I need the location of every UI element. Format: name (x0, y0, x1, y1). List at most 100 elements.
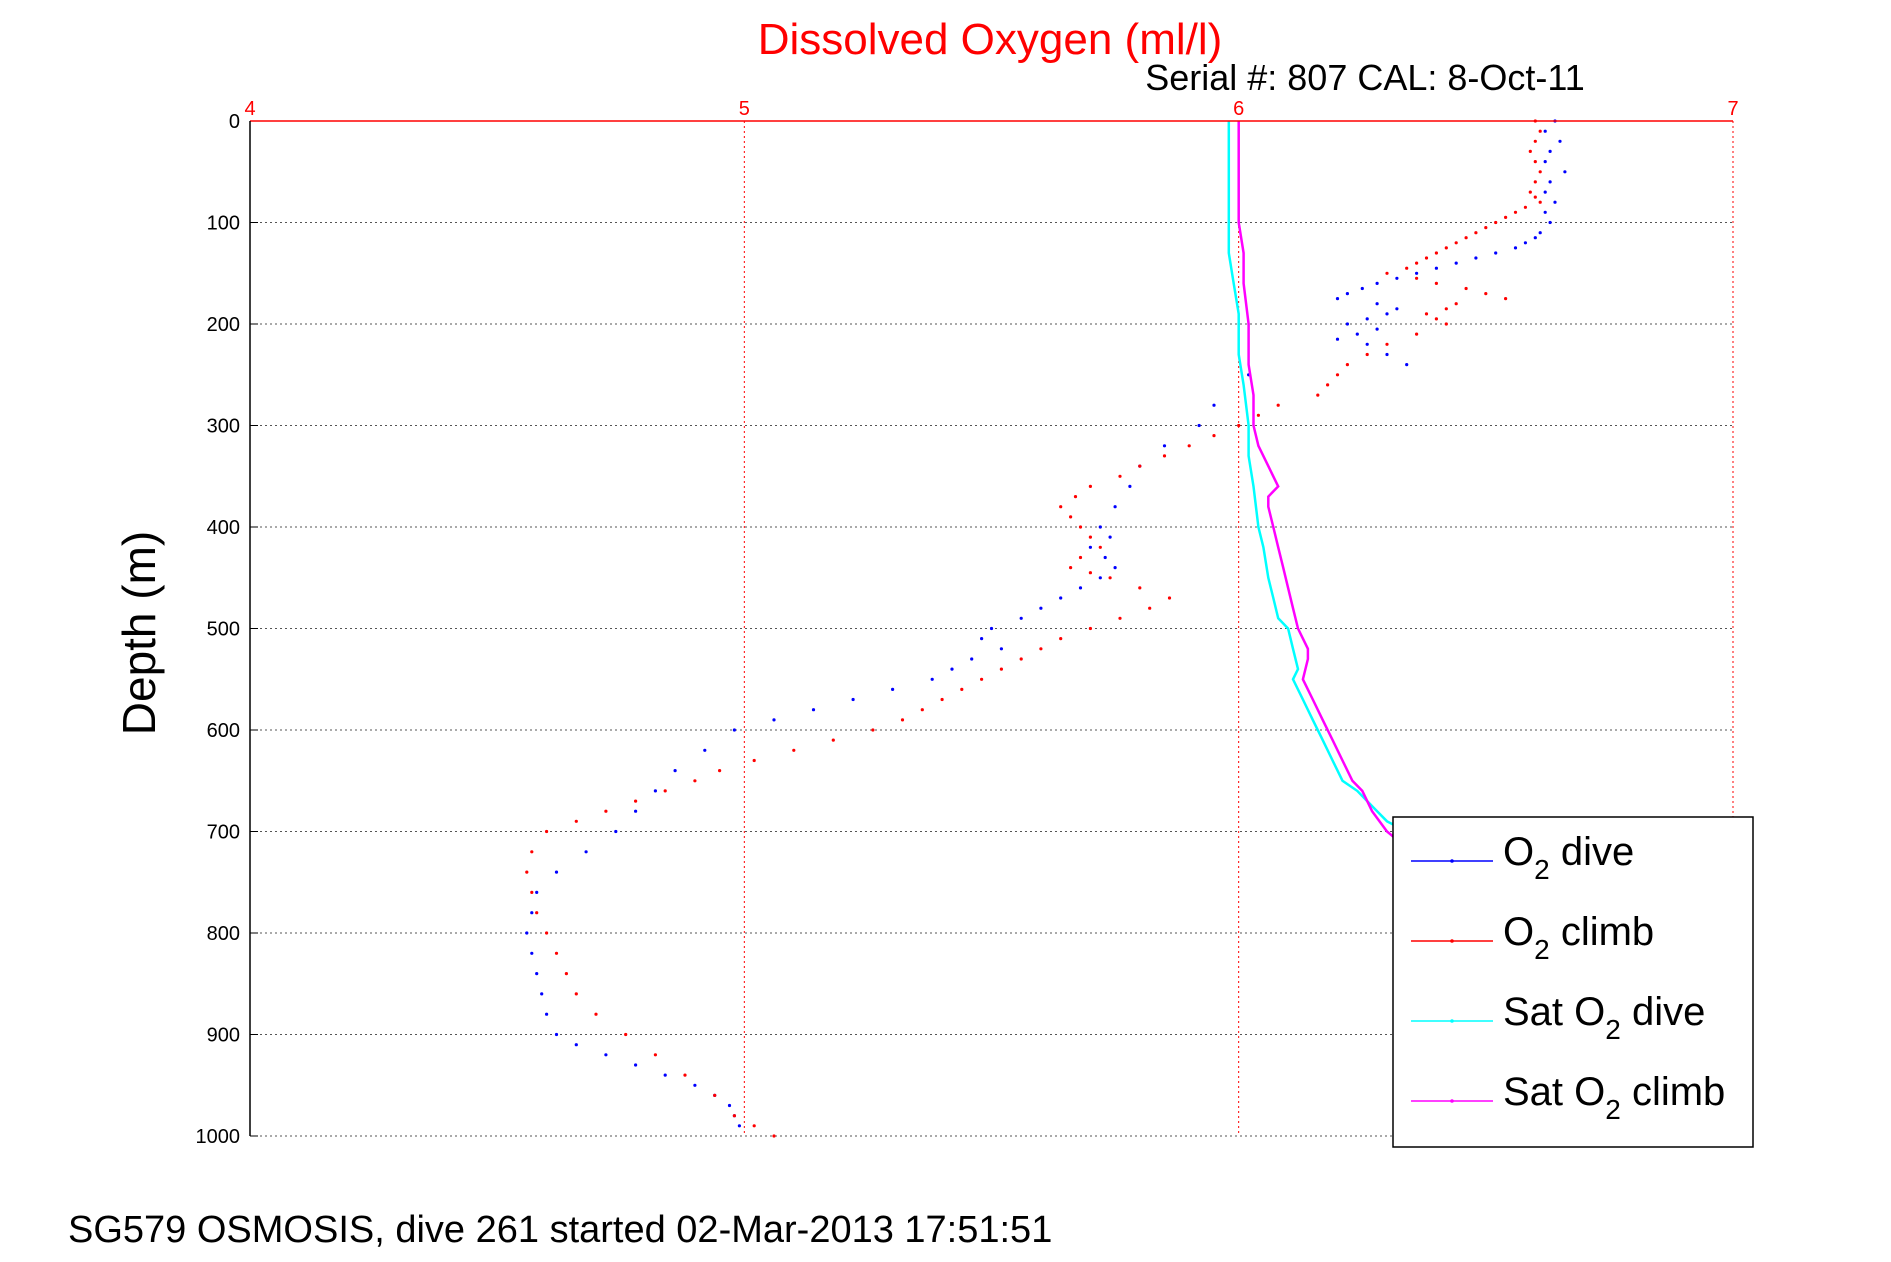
data-point-o2-climb (1256, 413, 1260, 417)
data-point-o2-climb (1538, 200, 1542, 204)
data-point-o2-dive (1558, 139, 1562, 143)
data-point-o2-climb (1415, 332, 1419, 336)
data-point-o2-climb (653, 1053, 658, 1057)
footer-caption: SG579 OSMOSIS, dive 261 started 02-Mar-2… (68, 1209, 1052, 1251)
data-point-o2-climb (1148, 606, 1152, 610)
data-point-o2-dive (1405, 363, 1409, 367)
x-tick-label: 6 (1233, 98, 1244, 120)
data-point-o2-climb (1444, 246, 1448, 250)
data-point-o2-climb (624, 1032, 628, 1037)
data-point-o2-dive (1385, 312, 1389, 316)
data-point-o2-climb (1415, 276, 1419, 280)
legend-marker-o2-climb (1450, 939, 1454, 943)
data-point-o2-dive (554, 1032, 559, 1037)
legend: O2 dive O2 climb Sat O2 dive Sat O2 climb (1392, 816, 1754, 1148)
data-point-o2-climb (1118, 474, 1122, 478)
x-tick-label: 7 (1727, 98, 1738, 120)
data-point-o2-climb (1039, 647, 1043, 651)
data-point-o2-dive (1375, 327, 1379, 331)
data-point-o2-climb (1385, 342, 1389, 346)
data-point-o2-climb (1464, 236, 1468, 240)
data-point-o2-climb (594, 1012, 598, 1016)
data-point-o2-climb (1434, 317, 1438, 321)
data-point-o2-climb (1326, 383, 1330, 387)
series-sat-o2-climb (1237, 121, 1547, 1137)
data-point-o2-climb (713, 1093, 717, 1097)
series-line-sat-o2-climb (1237, 121, 1547, 1137)
data-point-o2-dive (1335, 297, 1340, 301)
data-point-o2-climb (980, 677, 984, 681)
legend-box (1392, 816, 1754, 1148)
data-point-o2-dive (989, 626, 994, 631)
data-point-o2-dive (1395, 307, 1399, 311)
data-point-o2-climb (1138, 464, 1142, 468)
data-point-o2-dive (1523, 241, 1527, 245)
legend-marker-sat-o2-dive (1450, 1019, 1454, 1023)
data-point-o2-dive (1088, 545, 1092, 549)
data-point-o2-climb (1434, 251, 1438, 255)
data-point-o2-climb (564, 972, 569, 976)
data-point-o2-climb (920, 708, 924, 712)
data-point-o2-climb (1424, 312, 1429, 316)
data-point-o2-climb (1533, 195, 1537, 199)
data-point-o2-dive (1543, 210, 1547, 214)
data-point-o2-climb (1504, 215, 1508, 219)
data-point-o2-dive (1108, 535, 1112, 539)
data-point-o2-dive (999, 647, 1004, 651)
y-tick-labels: 0 100 200 300 400 500 600 700 800 900 1000 (196, 111, 241, 1148)
y-tick-label: 200 (207, 314, 240, 336)
series-layer (525, 119, 1567, 1138)
data-point-o2-climb (1538, 129, 1542, 133)
legend-label-o2-climb: O2 climb (1503, 910, 1654, 965)
data-point-o2-dive (1533, 236, 1537, 240)
data-point-o2-climb (1405, 266, 1409, 270)
y-tick-label: 300 (207, 416, 240, 438)
data-point-o2-climb (1365, 352, 1369, 357)
x-tick-label: 5 (739, 98, 750, 120)
legend-marker-o2-dive (1450, 859, 1454, 863)
data-point-o2-climb (1088, 535, 1092, 539)
data-point-o2-dive (1563, 170, 1567, 174)
data-point-o2-dive (653, 789, 658, 793)
data-point-o2-climb (1019, 657, 1023, 661)
data-point-o2-dive (1019, 616, 1023, 620)
data-point-o2-dive (811, 708, 816, 712)
data-point-o2-climb (1528, 190, 1532, 194)
data-point-o2-climb (1484, 226, 1488, 230)
series-o2-climb (525, 119, 1542, 1138)
data-point-o2-dive (1335, 337, 1340, 341)
data-point-o2-climb (1069, 566, 1073, 570)
data-point-o2-dive (1345, 322, 1349, 326)
data-point-o2-dive (970, 657, 974, 661)
legend-marker-sat-o2-climb (1450, 1099, 1454, 1103)
data-point-o2-dive (930, 677, 934, 681)
data-point-o2-climb (554, 951, 559, 955)
data-point-o2-climb (1513, 210, 1518, 214)
data-point-o2-dive (545, 1012, 549, 1016)
axes (249, 120, 1733, 1137)
data-point-o2-climb (1108, 576, 1112, 580)
data-point-o2-climb (718, 769, 722, 773)
data-point-o2-dive (1375, 302, 1379, 306)
data-point-o2-climb (732, 1114, 737, 1118)
data-point-o2-climb (1078, 525, 1083, 529)
data-point-o2-dive (1395, 276, 1399, 280)
data-point-o2-climb (792, 748, 796, 752)
data-point-o2-dive (1543, 129, 1547, 133)
data-point-o2-climb (1069, 515, 1073, 519)
data-point-o2-climb (1073, 495, 1078, 499)
y-tick-label: 0 (229, 111, 240, 133)
data-point-o2-climb (1444, 322, 1448, 326)
data-point-o2-climb (545, 931, 549, 935)
series-line-sat-o2-dive (1227, 121, 1547, 1137)
data-point-o2-dive (1039, 606, 1043, 610)
data-point-o2-dive (1345, 292, 1349, 296)
data-point-o2-climb (1474, 231, 1478, 235)
y-axis-label: Depth (m) (113, 531, 165, 735)
data-point-o2-climb (1118, 616, 1122, 620)
data-point-o2-dive (1548, 180, 1552, 184)
data-point-o2-dive (1415, 271, 1419, 275)
data-point-o2-dive (634, 809, 638, 813)
data-point-o2-dive (1355, 332, 1359, 336)
data-point-o2-dive (1548, 220, 1552, 225)
